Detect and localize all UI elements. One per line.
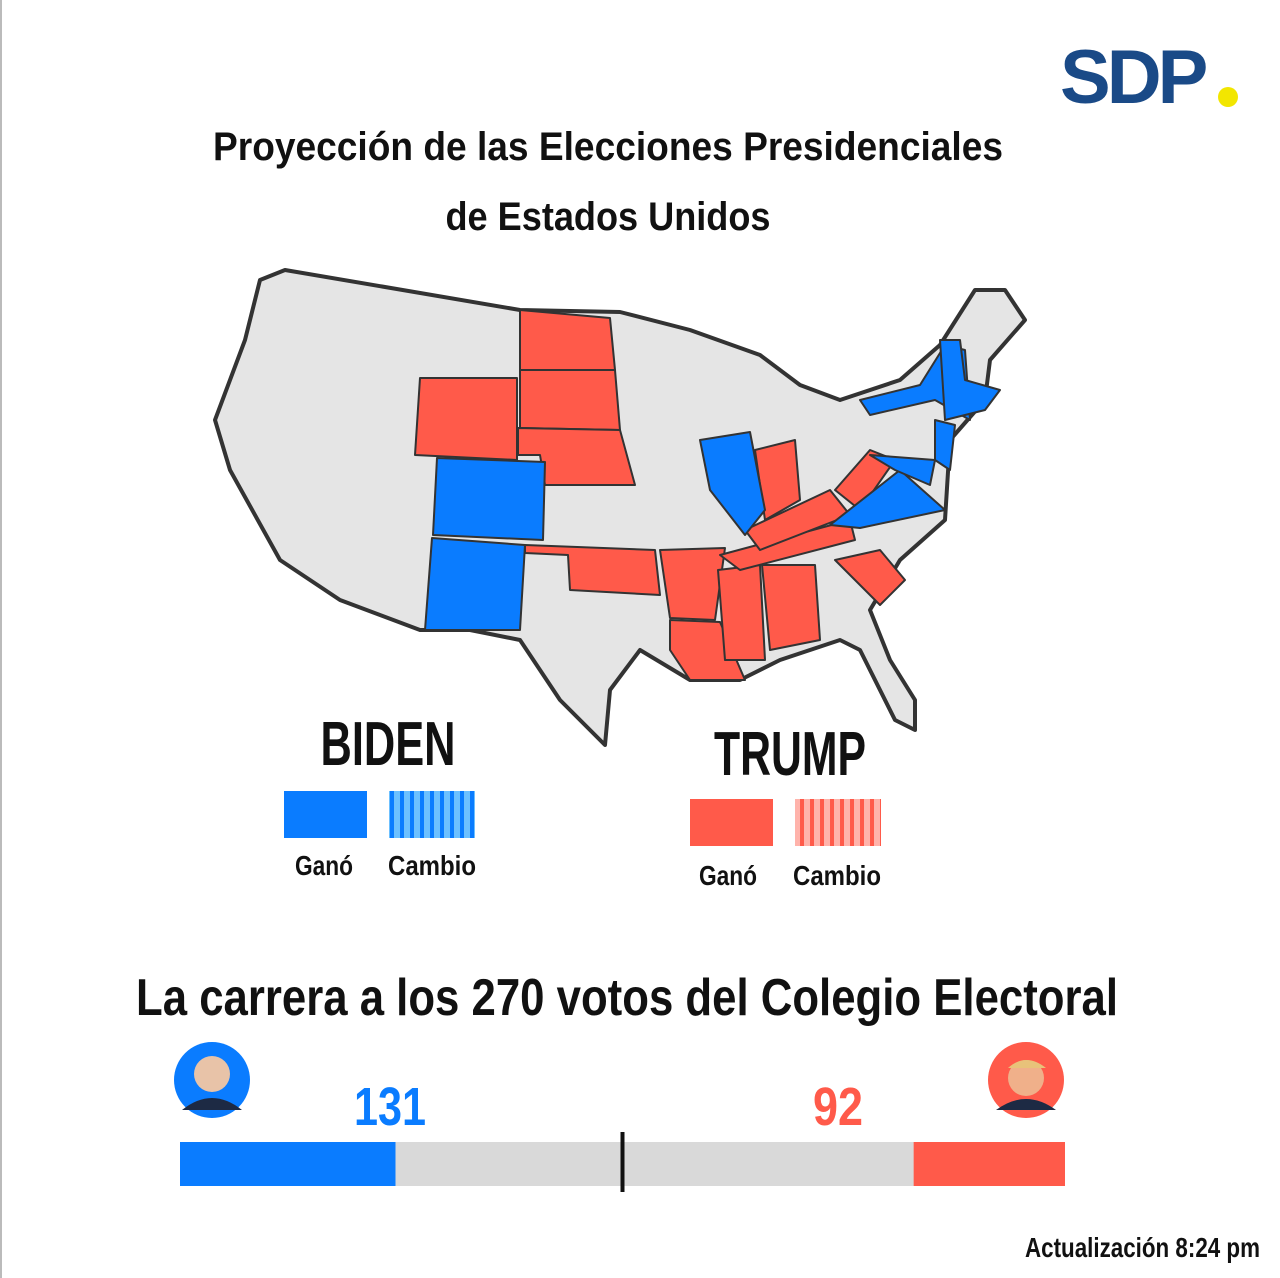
- legend-label: Cambio: [388, 850, 476, 881]
- legend-swatch-change: [389, 791, 475, 838]
- update-time: Actualización 8:24 pm: [1025, 1232, 1260, 1263]
- legend-label: Cambio: [793, 860, 881, 891]
- bar-trump: [913, 1142, 1065, 1186]
- legend-swatch-won: [284, 791, 367, 838]
- trump-avatar: [988, 1042, 1064, 1118]
- legend-swatch-change: [795, 799, 881, 846]
- legend-label: Ganó: [699, 860, 757, 891]
- trump-votes: 92: [813, 1077, 863, 1137]
- legend-label: Ganó: [295, 850, 353, 881]
- us-map: [213, 268, 1027, 747]
- legend-biden: BIDEN: [321, 710, 456, 779]
- logo: SDP: [1060, 35, 1207, 120]
- legend: BIDEN Ganó Cambio TRUMP Ganó Cambio: [284, 710, 881, 891]
- race-title: La carrera a los 270 votos del Colegio E…: [136, 969, 1118, 1027]
- logo-dot: [1218, 87, 1238, 107]
- title-line1: Proyección de las Elecciones Presidencia…: [213, 125, 1003, 169]
- title-line2: de Estados Unidos: [446, 195, 771, 239]
- biden-avatar: [174, 1042, 250, 1118]
- legend-trump: TRUMP: [714, 720, 866, 789]
- biden-votes: 131: [354, 1077, 426, 1137]
- race-bar: [180, 1132, 1065, 1192]
- legend-swatch-won: [690, 799, 773, 846]
- bar-biden: [180, 1142, 396, 1186]
